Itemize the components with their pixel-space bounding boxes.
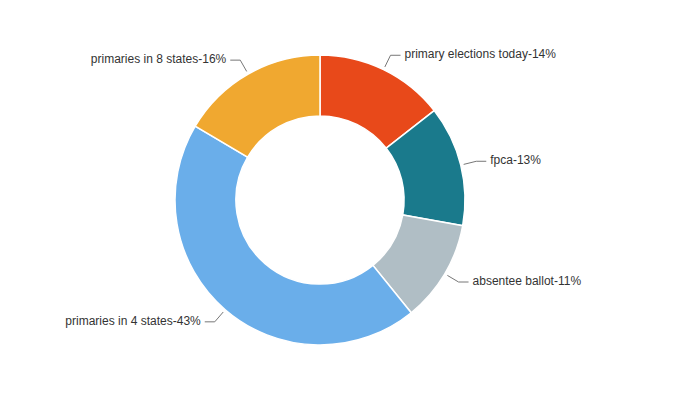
- chart: primary elections today-14% fpca-13% absen…: [0, 0, 680, 400]
- leader-line: [230, 60, 246, 71]
- leader-line: [385, 55, 401, 67]
- data-labels: primary elections today-14% fpca-13% absen…: [65, 47, 581, 328]
- slice: [386, 111, 465, 226]
- leader-line: [464, 161, 487, 164]
- leader-line: [205, 312, 223, 322]
- donut: [175, 55, 465, 345]
- slice: [175, 126, 411, 345]
- data-label: absentee ballot-11%: [473, 274, 582, 288]
- data-label: primaries in 4 states-43%: [65, 314, 201, 328]
- data-label: primaries in 8 states-16%: [91, 52, 227, 66]
- data-label: primary elections today-14%: [405, 47, 557, 61]
- data-label: fpca-13%: [490, 153, 541, 167]
- leader-line: [447, 275, 468, 282]
- slice: [195, 55, 320, 157]
